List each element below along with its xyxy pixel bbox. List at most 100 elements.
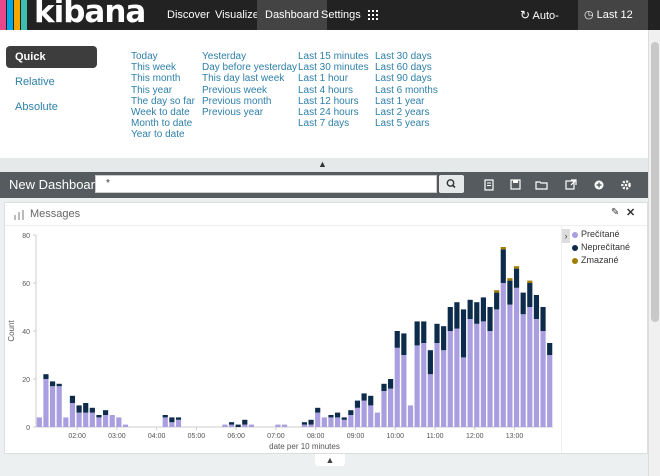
tab-absolute[interactable]: Absolute (15, 101, 58, 113)
save-icon[interactable] (504, 172, 526, 198)
quick-option[interactable]: Last 7 days (298, 118, 350, 130)
nav-dashboard[interactable]: Dashboard (257, 0, 327, 30)
legend-item-read[interactable]: Prečítané (572, 229, 620, 239)
quick-option[interactable]: This month (131, 73, 181, 85)
bar-segment (242, 419, 248, 425)
page-scrollbar[interactable] (648, 30, 660, 476)
bar-segment (520, 314, 526, 427)
quick-option[interactable]: Last 4 hours (298, 84, 354, 96)
time-range-button[interactable]: ◷ Last 12 hours (578, 0, 648, 51)
bar-segment (447, 307, 453, 331)
bar-segment (228, 424, 235, 427)
bar-segment (427, 374, 433, 427)
quick-column-1: Today This week This month This year The… (131, 51, 195, 141)
legend-item-unread[interactable]: Neprečítané (572, 242, 630, 252)
quick-option[interactable]: The day so far (131, 95, 195, 107)
bar-segment (328, 417, 334, 427)
bar-segment (454, 328, 460, 427)
quick-option[interactable]: Last 1 year (375, 95, 425, 107)
quick-option[interactable]: Week to date (131, 106, 190, 118)
nav-apps-grid-icon[interactable] (360, 0, 386, 30)
open-folder-icon[interactable] (530, 172, 552, 198)
x-tick-label: 05:00 (188, 433, 206, 440)
logo-text: kibana (34, 0, 146, 30)
tab-relative[interactable]: Relative (15, 76, 55, 88)
quick-option[interactable]: Previous month (202, 95, 272, 107)
quick-option[interactable]: Last 5 years (375, 118, 430, 130)
legend-toggle-icon[interactable]: › (562, 229, 570, 243)
quick-option[interactable]: Last 15 minutes (298, 51, 369, 62)
bar-segment (368, 395, 374, 406)
nav-settings[interactable]: Settings (321, 9, 361, 21)
quick-option[interactable]: This day last week (202, 73, 285, 85)
bar-segment (368, 405, 374, 427)
bar-segment (335, 417, 341, 427)
bar-segment (401, 355, 407, 427)
bar-segment (427, 350, 433, 375)
auto-refresh-button[interactable]: ↻ Auto-refresh (520, 0, 578, 52)
add-panel-icon[interactable] (588, 172, 610, 198)
bar-segment (513, 287, 520, 427)
nav-discover[interactable]: Discover (167, 9, 210, 21)
timepicker-collapse-bar[interactable]: ▲ (0, 158, 648, 172)
quick-option[interactable]: This year (131, 84, 173, 96)
bar-segment (36, 417, 42, 427)
bar-segment (441, 326, 447, 351)
nav-visualize[interactable]: Visualize (215, 9, 259, 21)
quick-option[interactable]: Last 30 days (375, 51, 432, 62)
quick-option[interactable]: Previous week (202, 84, 268, 96)
chevron-up-icon[interactable]: ▲ (315, 454, 345, 466)
share-icon[interactable] (560, 172, 582, 198)
quick-option[interactable]: Last 12 hours (298, 95, 359, 107)
bar-segment (76, 412, 82, 427)
query-input[interactable]: * (95, 175, 437, 193)
bar-segment (513, 266, 520, 269)
bar-chart-icon (14, 210, 24, 220)
quick-option[interactable]: Today (131, 51, 158, 62)
y-tick-label: 60 (22, 281, 30, 288)
quick-option[interactable]: Last 30 minutes (298, 62, 369, 74)
bar-segment (467, 319, 473, 427)
quick-option[interactable]: This week (131, 62, 177, 74)
bar-segment (414, 321, 420, 346)
x-tick-label: 03:00 (108, 433, 126, 440)
scrollbar-thumb[interactable] (651, 42, 659, 322)
quick-option[interactable]: Yesterday (202, 51, 247, 62)
quick-option[interactable]: Last 2 years (375, 106, 430, 118)
quick-option[interactable]: Last 1 hour (298, 73, 349, 85)
quick-option[interactable]: Last 24 hours (298, 106, 359, 118)
bar-segment (242, 424, 248, 427)
bar-segment (69, 403, 76, 427)
quick-option[interactable]: Year to date (131, 129, 185, 141)
legend-item-deleted[interactable]: Zmazané (572, 255, 619, 265)
x-axis-label: date per 10 minutes (269, 442, 340, 451)
bar-segment (500, 283, 506, 427)
close-icon[interactable]: ✕ (626, 207, 636, 219)
bottom-bar: ▲ (0, 454, 648, 476)
top-navbar: kibana Discover Visualize Dashboard Sett… (0, 0, 660, 52)
search-button[interactable] (439, 175, 464, 193)
quick-option[interactable]: Last 60 days (375, 62, 432, 74)
tab-quick[interactable]: Quick (6, 46, 97, 68)
quick-option[interactable]: Last 90 days (375, 73, 432, 85)
new-dashboard-icon[interactable] (478, 172, 500, 198)
bar-segment (69, 395, 76, 403)
quick-option[interactable]: Previous year (202, 106, 264, 118)
gear-icon[interactable] (615, 172, 637, 198)
bar-segment (49, 386, 56, 427)
quick-option[interactable]: Month to date (131, 118, 193, 130)
bar-segment (341, 417, 347, 420)
y-tick-label: 20 (22, 377, 30, 384)
bar-segment (248, 424, 254, 427)
pencil-icon[interactable]: ✎ (611, 207, 620, 218)
bar-segment (474, 323, 480, 427)
timepicker-panel: Quick Relative Absolute Today This week … (0, 30, 648, 158)
bar-segment (547, 343, 553, 355)
bar-segment (434, 343, 440, 427)
quick-option[interactable]: Day before yesterday (202, 62, 298, 74)
chevron-up-icon[interactable]: ▲ (318, 159, 327, 169)
bar-segment (361, 393, 367, 401)
quick-option[interactable]: Last 6 months (375, 84, 438, 96)
bar-segment (414, 345, 420, 427)
kibana-logo[interactable]: kibana (0, 0, 150, 30)
